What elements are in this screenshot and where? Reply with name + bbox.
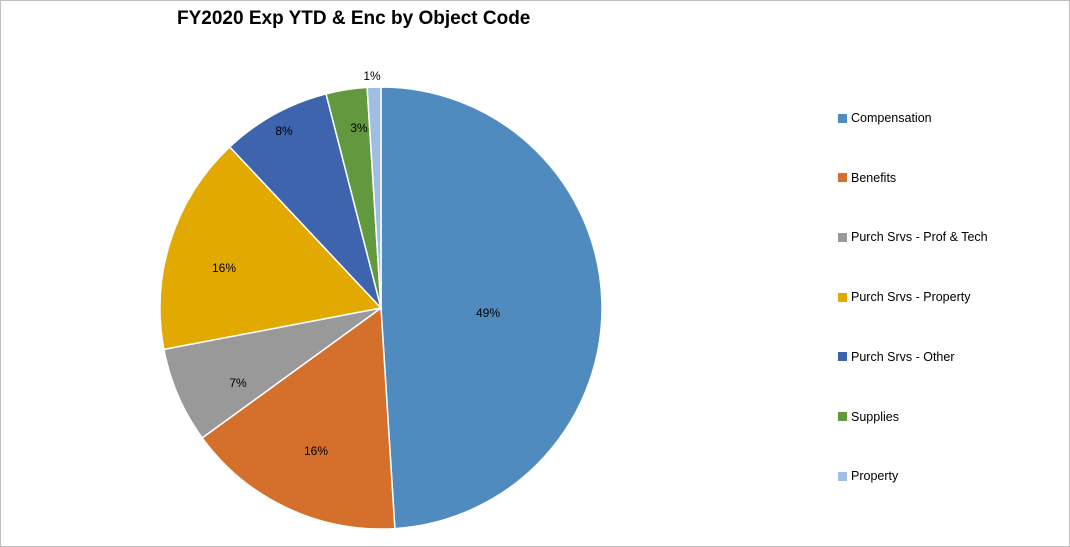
data-label-supplies: 3% (350, 121, 368, 135)
legend-label: Compensation (851, 111, 932, 125)
pie-slice-compensation (380, 86, 603, 530)
legend-swatch (838, 232, 847, 242)
legend-swatch (838, 113, 847, 123)
legend-item-compensation: Compensation (838, 111, 932, 125)
legend-swatch (838, 173, 847, 183)
data-label-purch-srvs-prof-tech: 7% (229, 376, 247, 390)
legend-label: Benefits (851, 170, 897, 185)
data-label-property: 1% (363, 69, 381, 83)
legend-swatch (838, 412, 847, 421)
data-label-compensation: 49% (476, 306, 500, 320)
legend-item-purch-srvs-prof-tech: Purch Srvs - Prof & Tech (838, 230, 988, 244)
pie-slice-property (366, 86, 382, 309)
data-label-benefits: 16% (304, 444, 328, 458)
legend-label: Purch Srvs - Prof & Tech (851, 230, 988, 245)
legend-item-benefits: Benefits (838, 171, 896, 185)
legend-label: Purch Srvs - Other (851, 349, 955, 364)
pie-slice-benefits (201, 306, 396, 530)
legend-item-property: Property (838, 469, 898, 483)
legend-swatch (838, 352, 847, 362)
legend-item-purch-srvs-other: Purch Srvs - Other (838, 350, 955, 364)
data-label-purch-srvs-other: 8% (275, 124, 293, 138)
legend-item-purch-srvs-property: Purch Srvs - Property (838, 290, 970, 304)
legend-label: Supplies (851, 409, 899, 424)
pie-slice-purch-srvs-property (159, 145, 383, 351)
legend-label: Property (851, 469, 899, 484)
legend-swatch (838, 471, 847, 481)
legend-item-supplies: Supplies (838, 410, 899, 424)
legend-swatch (838, 292, 847, 302)
chart-title: FY2020 Exp YTD & Enc by Object Code (177, 8, 531, 29)
legend-label: Purch Srvs - Property (851, 290, 971, 305)
data-label-purch-srvs-property: 16% (212, 261, 236, 275)
pie-slice-purch-srvs-other (228, 93, 382, 309)
